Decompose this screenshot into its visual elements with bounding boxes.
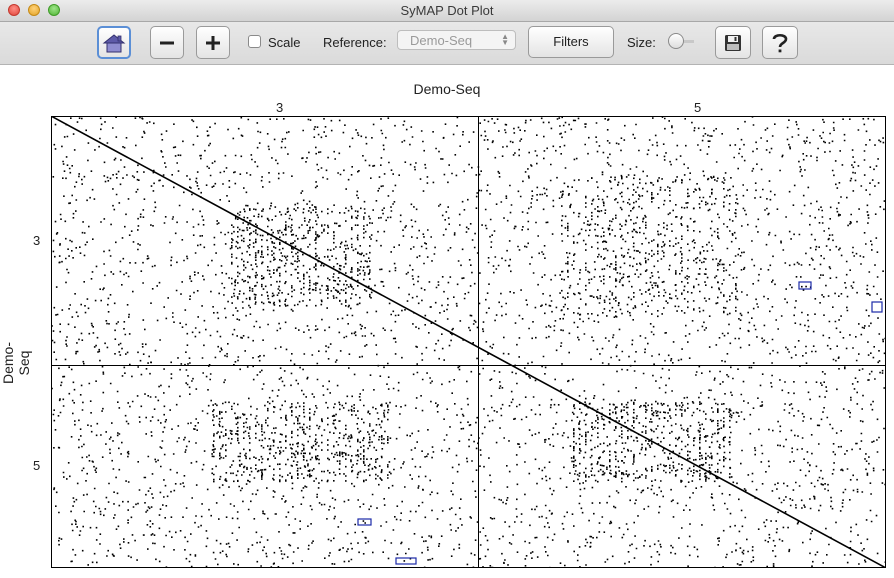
y-block-label-3: 3 [33,233,41,248]
scale-checkbox[interactable] [248,35,261,48]
zoom-window-button[interactable] [48,4,60,16]
minus-icon [160,41,174,44]
close-window-button[interactable] [8,4,20,16]
size-label: Size: [627,35,656,50]
synteny-block-box[interactable] [395,557,417,565]
save-button[interactable] [715,26,751,59]
question-mark-icon [772,33,788,52]
y-axis-label: Demo-Seq [0,342,32,385]
dot-plot-canvas[interactable] [51,116,886,568]
title-bar: SyMAP Dot Plot [0,0,894,22]
y-block-label-5: 5 [33,458,41,473]
floppy-disk-icon [725,34,741,51]
minimize-window-button[interactable] [28,4,40,16]
plot-frame [51,116,886,568]
x-block-label-3: 3 [276,100,284,115]
synteny-block-box[interactable] [357,518,372,526]
self-alignment-diagonal [51,116,886,568]
scale-label: Scale [268,35,301,50]
zoom-in-button[interactable] [196,26,230,59]
zoom-out-button[interactable] [150,26,184,59]
synteny-block-box[interactable] [798,281,812,290]
block-boundaries [51,116,886,568]
house-icon [102,33,126,52]
synteny-block-box[interactable] [871,301,883,313]
home-button[interactable] [97,26,131,59]
size-slider-knob[interactable] [668,33,684,49]
up-down-arrows-icon: ▲ ▼ [501,32,509,47]
plus-icon [206,35,220,50]
toolbar: Scale Reference: Demo-Seq ▲ ▼ Filters Siz… [0,22,894,65]
reference-label: Reference: [323,35,387,50]
window-title: SyMAP Dot Plot [400,3,494,18]
x-block-label-5: 5 [694,100,702,115]
filters-button[interactable]: Filters [528,26,614,58]
reference-select[interactable]: Demo-Seq ▲ ▼ [397,30,516,50]
help-button[interactable] [762,26,798,59]
reference-select-value: Demo-Seq [410,33,473,48]
size-slider-track[interactable] [684,40,694,43]
plot-title: Demo-Seq [413,81,481,97]
